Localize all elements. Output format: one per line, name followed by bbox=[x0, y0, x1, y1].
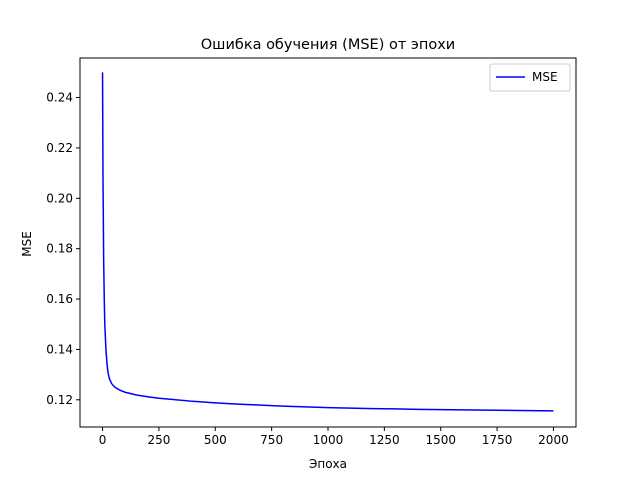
legend-label-mse: MSE bbox=[532, 70, 558, 84]
x-axis: 0 250 500 750 1000 1250 1500 1750 2000 bbox=[99, 427, 569, 447]
y-tick-label: 0.24 bbox=[46, 91, 73, 105]
x-axis-title: Эпоха bbox=[309, 457, 347, 471]
y-axis: 0.12 0.14 0.16 0.18 0.20 0.22 0.24 bbox=[46, 91, 80, 407]
legend-box bbox=[489, 63, 571, 92]
x-tick-label: 750 bbox=[260, 433, 283, 447]
x-tick-label: 2000 bbox=[538, 433, 569, 447]
y-axis-title: MSE bbox=[20, 231, 34, 257]
x-tick-label: 1250 bbox=[369, 433, 400, 447]
chart-title: Ошибка обучения (MSE) от эпохи bbox=[201, 37, 455, 53]
series-line-mse bbox=[101, 72, 554, 412]
legend: MSE bbox=[489, 63, 571, 92]
y-tick-label: 0.16 bbox=[46, 292, 73, 306]
x-tick-label: 1000 bbox=[313, 433, 344, 447]
y-tick-label: 0.14 bbox=[46, 342, 73, 356]
x-tick-label: 250 bbox=[147, 433, 170, 447]
x-tick-label: 0 bbox=[99, 433, 107, 447]
y-tick-label: 0.12 bbox=[46, 393, 73, 407]
y-tick-label: 0.18 bbox=[46, 242, 73, 256]
y-tick-label: 0.22 bbox=[46, 141, 73, 155]
y-tick-label: 0.20 bbox=[46, 191, 73, 205]
x-tick-label: 1750 bbox=[482, 433, 513, 447]
x-tick-label: 1500 bbox=[425, 433, 456, 447]
x-tick-label: 500 bbox=[204, 433, 227, 447]
